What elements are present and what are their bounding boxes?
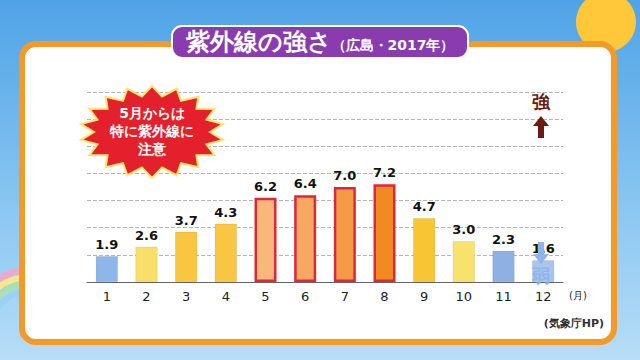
svg-text:6.4: 6.4 — [294, 176, 317, 191]
svg-text:3: 3 — [182, 289, 190, 304]
svg-text:特に紫外線に: 特に紫外線に — [109, 123, 194, 139]
svg-text:6: 6 — [301, 289, 309, 304]
svg-text:4: 4 — [222, 289, 230, 304]
svg-text:強: 強 — [532, 91, 551, 112]
svg-text:(気象庁HP): (気象庁HP) — [544, 317, 604, 330]
svg-text:2: 2 — [142, 289, 150, 304]
svg-text:2.6: 2.6 — [135, 228, 158, 243]
svg-text:4.3: 4.3 — [214, 205, 237, 220]
svg-text:5: 5 — [261, 289, 269, 304]
svg-text:注意: 注意 — [137, 141, 167, 157]
svg-text:紫外線の強さ: 紫外線の強さ — [185, 28, 332, 56]
svg-text:1.9: 1.9 — [95, 237, 118, 252]
svg-text:3.7: 3.7 — [175, 213, 198, 228]
svg-text:12: 12 — [535, 289, 552, 304]
svg-text:9: 9 — [420, 289, 428, 304]
svg-text:7: 7 — [341, 289, 349, 304]
svg-text:11: 11 — [495, 289, 512, 304]
svg-text:3.0: 3.0 — [452, 222, 475, 237]
svg-text:2.3: 2.3 — [492, 232, 515, 247]
svg-text:1: 1 — [103, 289, 111, 304]
svg-text:10: 10 — [456, 289, 473, 304]
svg-text:7.2: 7.2 — [373, 165, 396, 180]
svg-text:7.0: 7.0 — [333, 168, 356, 183]
svg-text:5月からは: 5月からは — [119, 105, 185, 121]
svg-text:(月): (月) — [569, 290, 587, 301]
svg-text:（広島・2017年）: （広島・2017年） — [332, 37, 455, 53]
svg-text:6.2: 6.2 — [254, 179, 277, 194]
svg-text:8: 8 — [380, 289, 388, 304]
svg-text:4.7: 4.7 — [413, 199, 436, 214]
svg-text:弱: 弱 — [531, 265, 550, 286]
